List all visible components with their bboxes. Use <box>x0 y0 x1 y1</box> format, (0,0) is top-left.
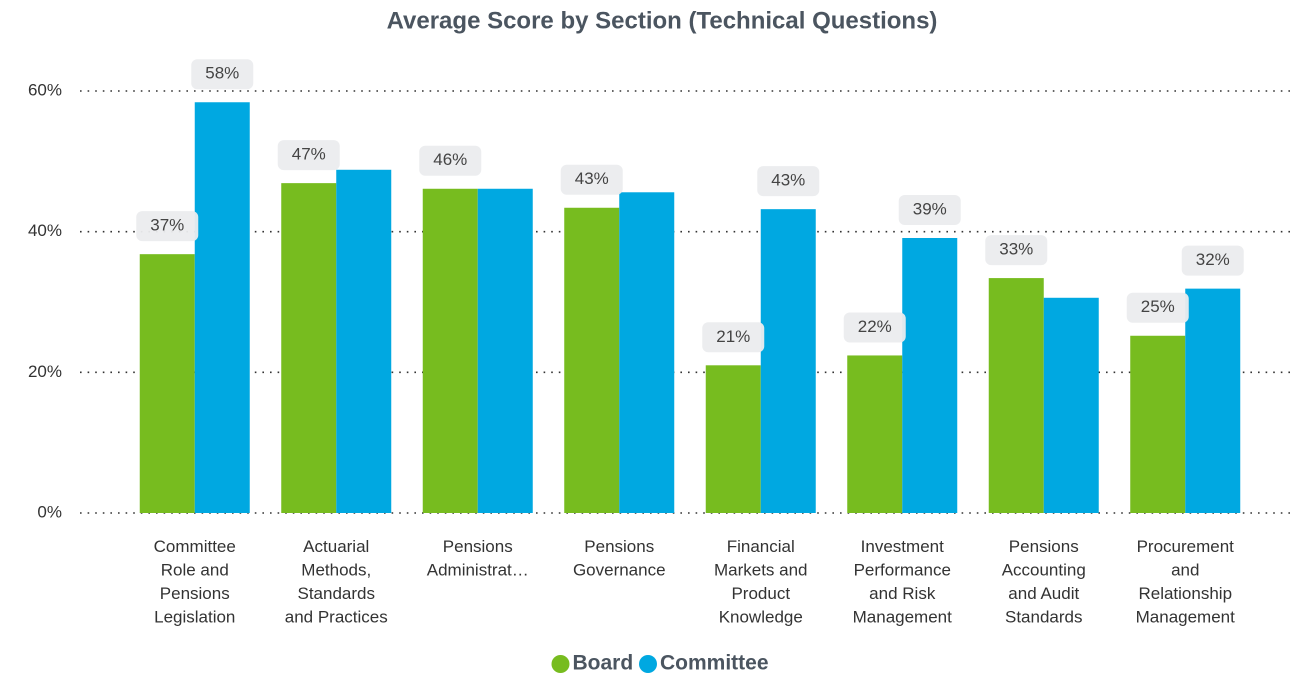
legend-label: Board <box>573 652 634 675</box>
x-tick-label-line: Methods, <box>301 561 371 580</box>
x-tick-label-line: Knowledge <box>719 608 803 627</box>
data-label-box <box>136 211 199 242</box>
x-tick-label: Procurement and Relationship Management <box>1136 537 1236 627</box>
bar <box>194 102 250 514</box>
chart-title: Average Score by Section (Technical Ques… <box>387 7 938 34</box>
data-label: 43% <box>771 171 805 190</box>
x-tick-label-line: Standards <box>298 584 376 603</box>
data-label-box <box>757 166 820 197</box>
data-label: 47% <box>292 145 326 164</box>
x-tick-label: Actuarial Methods, Standards and Practices <box>285 537 388 627</box>
data-label: 25% <box>1141 297 1175 316</box>
y-tick-label: 0% <box>37 502 62 521</box>
bar <box>847 355 903 513</box>
bar <box>705 365 761 513</box>
y-tick-label: 40% <box>28 221 62 240</box>
data-label-box <box>277 140 340 171</box>
data-label: 33% <box>999 240 1033 259</box>
legend: Board Committee <box>551 652 769 675</box>
bar <box>988 278 1044 513</box>
legend-label: Committee <box>660 652 769 675</box>
bar <box>281 183 337 514</box>
x-tick-label-line: Governance <box>573 561 666 580</box>
x-tick-label: Pensions Accounting and Audit Standards <box>1002 537 1086 627</box>
data-label-box <box>1126 292 1189 323</box>
x-tick-label-line: and Risk <box>869 584 936 603</box>
x-tick-label-line: Pensions <box>584 537 654 556</box>
data-label: 58% <box>205 64 239 83</box>
data-label-box <box>560 164 623 195</box>
x-tick-label-line: Standards <box>1005 608 1083 627</box>
bar <box>1043 297 1099 513</box>
x-tick-label-line: Management <box>853 608 953 627</box>
x-tick-label-line: Pensions <box>160 584 230 603</box>
bar <box>336 169 392 514</box>
x-tick-label: Pensions Governance <box>573 537 666 580</box>
x-tick-label-line: Accounting <box>1002 561 1086 580</box>
bar <box>1185 288 1241 513</box>
x-tick-label: Financial Markets and Product Knowledge <box>714 537 808 627</box>
x-tick-label-line: and Practices <box>285 608 388 627</box>
data-label: 32% <box>1196 250 1230 269</box>
x-tick-label: Pensions Administrat… <box>427 537 529 580</box>
x-tick-label-line: Product <box>731 584 790 603</box>
legend-swatch <box>639 655 657 673</box>
bar <box>422 188 478 513</box>
data-label-box <box>419 145 482 176</box>
x-tick-label-line: Investment <box>861 537 944 556</box>
x-tick-label: Committee Role and Pensions Legislation <box>154 537 236 627</box>
bar <box>477 188 533 513</box>
data-label: 37% <box>150 216 184 235</box>
data-label: 39% <box>913 199 947 218</box>
x-tick-label-line: Financial <box>727 537 795 556</box>
y-tick-label: 60% <box>28 80 62 99</box>
data-label-box <box>985 235 1048 266</box>
data-label: 21% <box>716 327 750 346</box>
data-label: 43% <box>575 169 609 188</box>
x-tick-label-line: and <box>1171 561 1199 580</box>
x-tick-label-line: Actuarial <box>303 537 369 556</box>
data-label: 46% <box>433 150 467 169</box>
data-label-box <box>843 312 906 343</box>
x-tick-label-line: Committee <box>154 537 236 556</box>
x-tick-label-line: Relationship <box>1138 584 1232 603</box>
x-tick-label-line: Markets and <box>714 561 808 580</box>
x-tick-label-line: Procurement <box>1137 537 1235 556</box>
x-tick-label: Investment Performance and Risk Management <box>853 537 953 627</box>
x-tick-label-line: Pensions <box>1009 537 1079 556</box>
x-tick-label-line: Performance <box>854 561 951 580</box>
bar <box>1130 335 1186 513</box>
bar <box>902 237 958 513</box>
x-tick-label-line: Legislation <box>154 608 235 627</box>
legend-swatch <box>551 655 570 673</box>
bar <box>619 192 675 513</box>
x-tick-label-line: Management <box>1136 608 1236 627</box>
x-tick-label-line: and Audit <box>1008 584 1079 603</box>
data-label-box <box>191 59 254 90</box>
x-tick-label-line: Role and <box>161 561 229 580</box>
x-tick-label-line: Pensions <box>443 537 513 556</box>
data-label-box <box>1181 245 1244 276</box>
bar <box>564 207 620 513</box>
bar <box>139 254 195 513</box>
x-tick-label-line: Administrat… <box>427 561 529 580</box>
bar <box>760 209 816 513</box>
data-label-box <box>702 322 765 353</box>
data-label-box <box>898 194 961 225</box>
y-tick-label: 20% <box>28 362 62 381</box>
data-label: 22% <box>858 317 892 336</box>
